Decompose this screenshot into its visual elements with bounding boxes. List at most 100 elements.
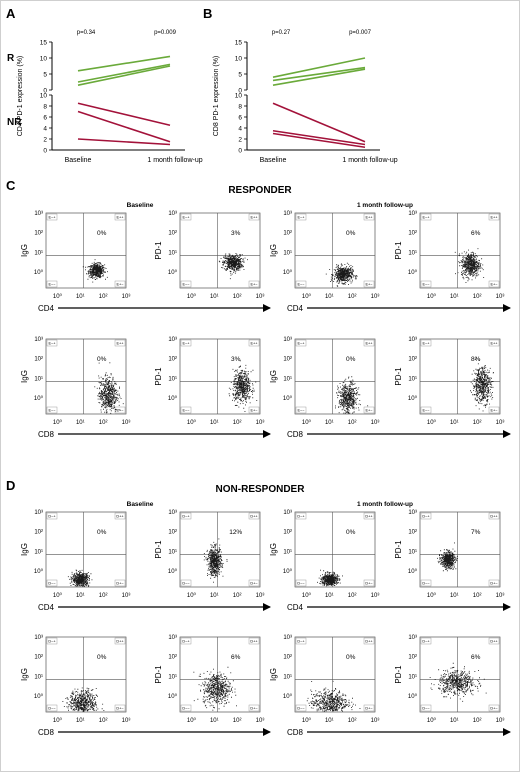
y-tick-label: 10² bbox=[283, 530, 292, 536]
timepoint-c-followup: 1 month follow-up bbox=[357, 202, 413, 209]
quadrant-box bbox=[46, 280, 58, 288]
quadrant-box bbox=[295, 339, 307, 347]
y-tick-label: 0 bbox=[238, 148, 242, 155]
quadrant-box bbox=[248, 213, 260, 221]
quadrant-box bbox=[114, 637, 126, 645]
quadrant-box bbox=[420, 213, 432, 221]
y-tick-label: 10¹ bbox=[168, 674, 177, 680]
quadrant-label: E−− bbox=[423, 409, 431, 413]
x-tick-label: 10⁰ bbox=[187, 419, 197, 426]
x-tick-label: 10¹ bbox=[325, 718, 334, 724]
x-tick-label: 10² bbox=[233, 294, 242, 300]
quadrant-label: E−+ bbox=[49, 342, 57, 346]
y-axis-label: PD-1 bbox=[154, 665, 163, 684]
quadrant-label: D++ bbox=[365, 515, 373, 519]
quadrant-percent: 6% bbox=[471, 654, 481, 661]
flow-cytometry-plots: E−+ E++ E−− E+− 0% 10⁰ 10¹ 10² 10³ 10⁰ 10¹ 10² 10³ Ig… bbox=[20, 211, 511, 737]
y-tick-label: 10³ bbox=[34, 635, 43, 641]
quadrant-box bbox=[46, 406, 58, 414]
y-tick-label: 10¹ bbox=[34, 674, 43, 680]
y-tick-label: 10 bbox=[40, 56, 48, 63]
y-tick-label: 10¹ bbox=[283, 674, 292, 680]
y-tick-label: 6 bbox=[238, 115, 242, 122]
y-tick-label: 10¹ bbox=[168, 376, 177, 382]
quadrant-label: E++ bbox=[251, 342, 259, 346]
quadrant-box bbox=[488, 512, 500, 520]
line-chart-b: 0 5 10 15 p=0.27 p=0.007 0 2 4 6 8 10 Baseline 1 mont… bbox=[213, 30, 398, 164]
y-axis-label: PD-1 bbox=[394, 367, 403, 386]
quadrant-box bbox=[114, 704, 126, 712]
series-line-nr-1 bbox=[272, 102, 366, 143]
x-tick-label: 10² bbox=[348, 420, 357, 426]
x-tick-label: 10² bbox=[233, 420, 242, 426]
panel-label-a: A bbox=[6, 6, 16, 21]
y-axis-label: PD-1 bbox=[154, 367, 163, 386]
y-tick-label: 10³ bbox=[168, 510, 177, 516]
y-axis-label: PD-1 bbox=[394, 540, 403, 559]
series-line-r-2 bbox=[272, 66, 366, 82]
y-tick-label: 10¹ bbox=[283, 549, 292, 555]
y-tick-label: 10² bbox=[408, 357, 417, 363]
y-tick-label: 10⁰ bbox=[168, 568, 178, 575]
quadrant-label: D++ bbox=[490, 640, 498, 644]
quadrant-box bbox=[363, 512, 375, 520]
x-tick-label: 10¹ bbox=[210, 294, 219, 300]
series-line-r-1 bbox=[77, 55, 171, 72]
quadrant-label: D−− bbox=[297, 707, 305, 711]
y-tick-label: 10² bbox=[34, 530, 43, 536]
quadrant-label: E−+ bbox=[49, 216, 57, 220]
y-tick-label: 10³ bbox=[34, 337, 43, 343]
event-dots bbox=[325, 262, 358, 287]
x-tick-label: 10³ bbox=[256, 593, 265, 599]
flow-plot-c-6: E−+ E++ E−− E+− 3% 10⁰ 10¹ 10² 10³ 10⁰ 10¹ 10² 10³ PD… bbox=[154, 337, 264, 426]
quadrant-label: E−+ bbox=[298, 342, 306, 346]
quadrant-label: D−− bbox=[422, 707, 430, 711]
y-tick-label: 10³ bbox=[168, 635, 177, 641]
x-tick-label: 10⁰ bbox=[302, 419, 312, 426]
quadrant-label: D−+ bbox=[422, 515, 430, 519]
y-tick-label: 8 bbox=[43, 104, 47, 111]
x-tick-label: 10² bbox=[348, 718, 357, 724]
plot-frame bbox=[294, 338, 376, 415]
series-line-r-1 bbox=[272, 57, 366, 78]
quadrant-box bbox=[295, 406, 307, 414]
flow-plot-c-1: E−+ E++ E−− E+− 0% 10⁰ 10¹ 10² 10³ 10⁰ 10¹ 10² 10³ Ig… bbox=[20, 211, 130, 300]
plot-frame bbox=[179, 212, 261, 289]
y-tick-label: 4 bbox=[43, 126, 47, 133]
series-line-nr-3 bbox=[77, 138, 171, 146]
quadrant-percent: 0% bbox=[346, 230, 356, 237]
quadrant-percent: 8% bbox=[471, 356, 481, 363]
event-dots bbox=[437, 542, 458, 572]
quadrant-percent: 12% bbox=[229, 529, 242, 536]
event-dots bbox=[94, 362, 124, 414]
y-tick-label: 10² bbox=[168, 357, 177, 363]
y-tick-label: 0 bbox=[43, 88, 47, 95]
y-tick-label: 15 bbox=[235, 40, 243, 47]
y-tick-label: 10¹ bbox=[408, 376, 417, 382]
y-axis-label: IgG bbox=[20, 668, 29, 681]
flow-plot-d-1: D−+ D++ D−− D+− 0% 10⁰ 10¹ 10² 10³ 10⁰ 10¹ 10² 10³ Ig… bbox=[20, 510, 130, 599]
flow-section-c: E−+ E++ E−− E+− 0% 10⁰ 10¹ 10² 10³ 10⁰ 10¹ 10² 10³ Ig… bbox=[20, 211, 511, 439]
y-tick-label: 10⁰ bbox=[408, 568, 418, 575]
quadrant-label: E++ bbox=[491, 216, 499, 220]
quadrant-box bbox=[180, 280, 192, 288]
quadrant-label: D+− bbox=[116, 582, 124, 586]
group-label-r: R bbox=[7, 53, 15, 64]
y-tick-label: 10³ bbox=[408, 510, 417, 516]
group-label-nr: NR bbox=[7, 117, 22, 128]
x-axis-label: CD8 bbox=[38, 728, 55, 737]
y-tick-label: 10³ bbox=[34, 211, 43, 217]
quadrant-box bbox=[46, 704, 58, 712]
plot-frame bbox=[179, 511, 261, 588]
quadrant-label: E+− bbox=[251, 409, 259, 413]
series-line-nr-2 bbox=[77, 110, 171, 143]
flow-plot-d-3: D−+ D++ D−− D+− 0% 10⁰ 10¹ 10² 10³ 10⁰ 10¹ 10² 10³ Ig… bbox=[269, 510, 379, 599]
x-tick-label: 10¹ bbox=[210, 718, 219, 724]
quadrant-box bbox=[114, 579, 126, 587]
quadrant-percent: 0% bbox=[97, 529, 107, 536]
y-tick-label: 10¹ bbox=[34, 250, 43, 256]
quadrant-percent: 0% bbox=[346, 529, 356, 536]
y-tick-label: 10³ bbox=[408, 211, 417, 217]
x-tick-label: 10⁰ bbox=[427, 293, 437, 300]
y-tick-label: 10¹ bbox=[408, 250, 417, 256]
